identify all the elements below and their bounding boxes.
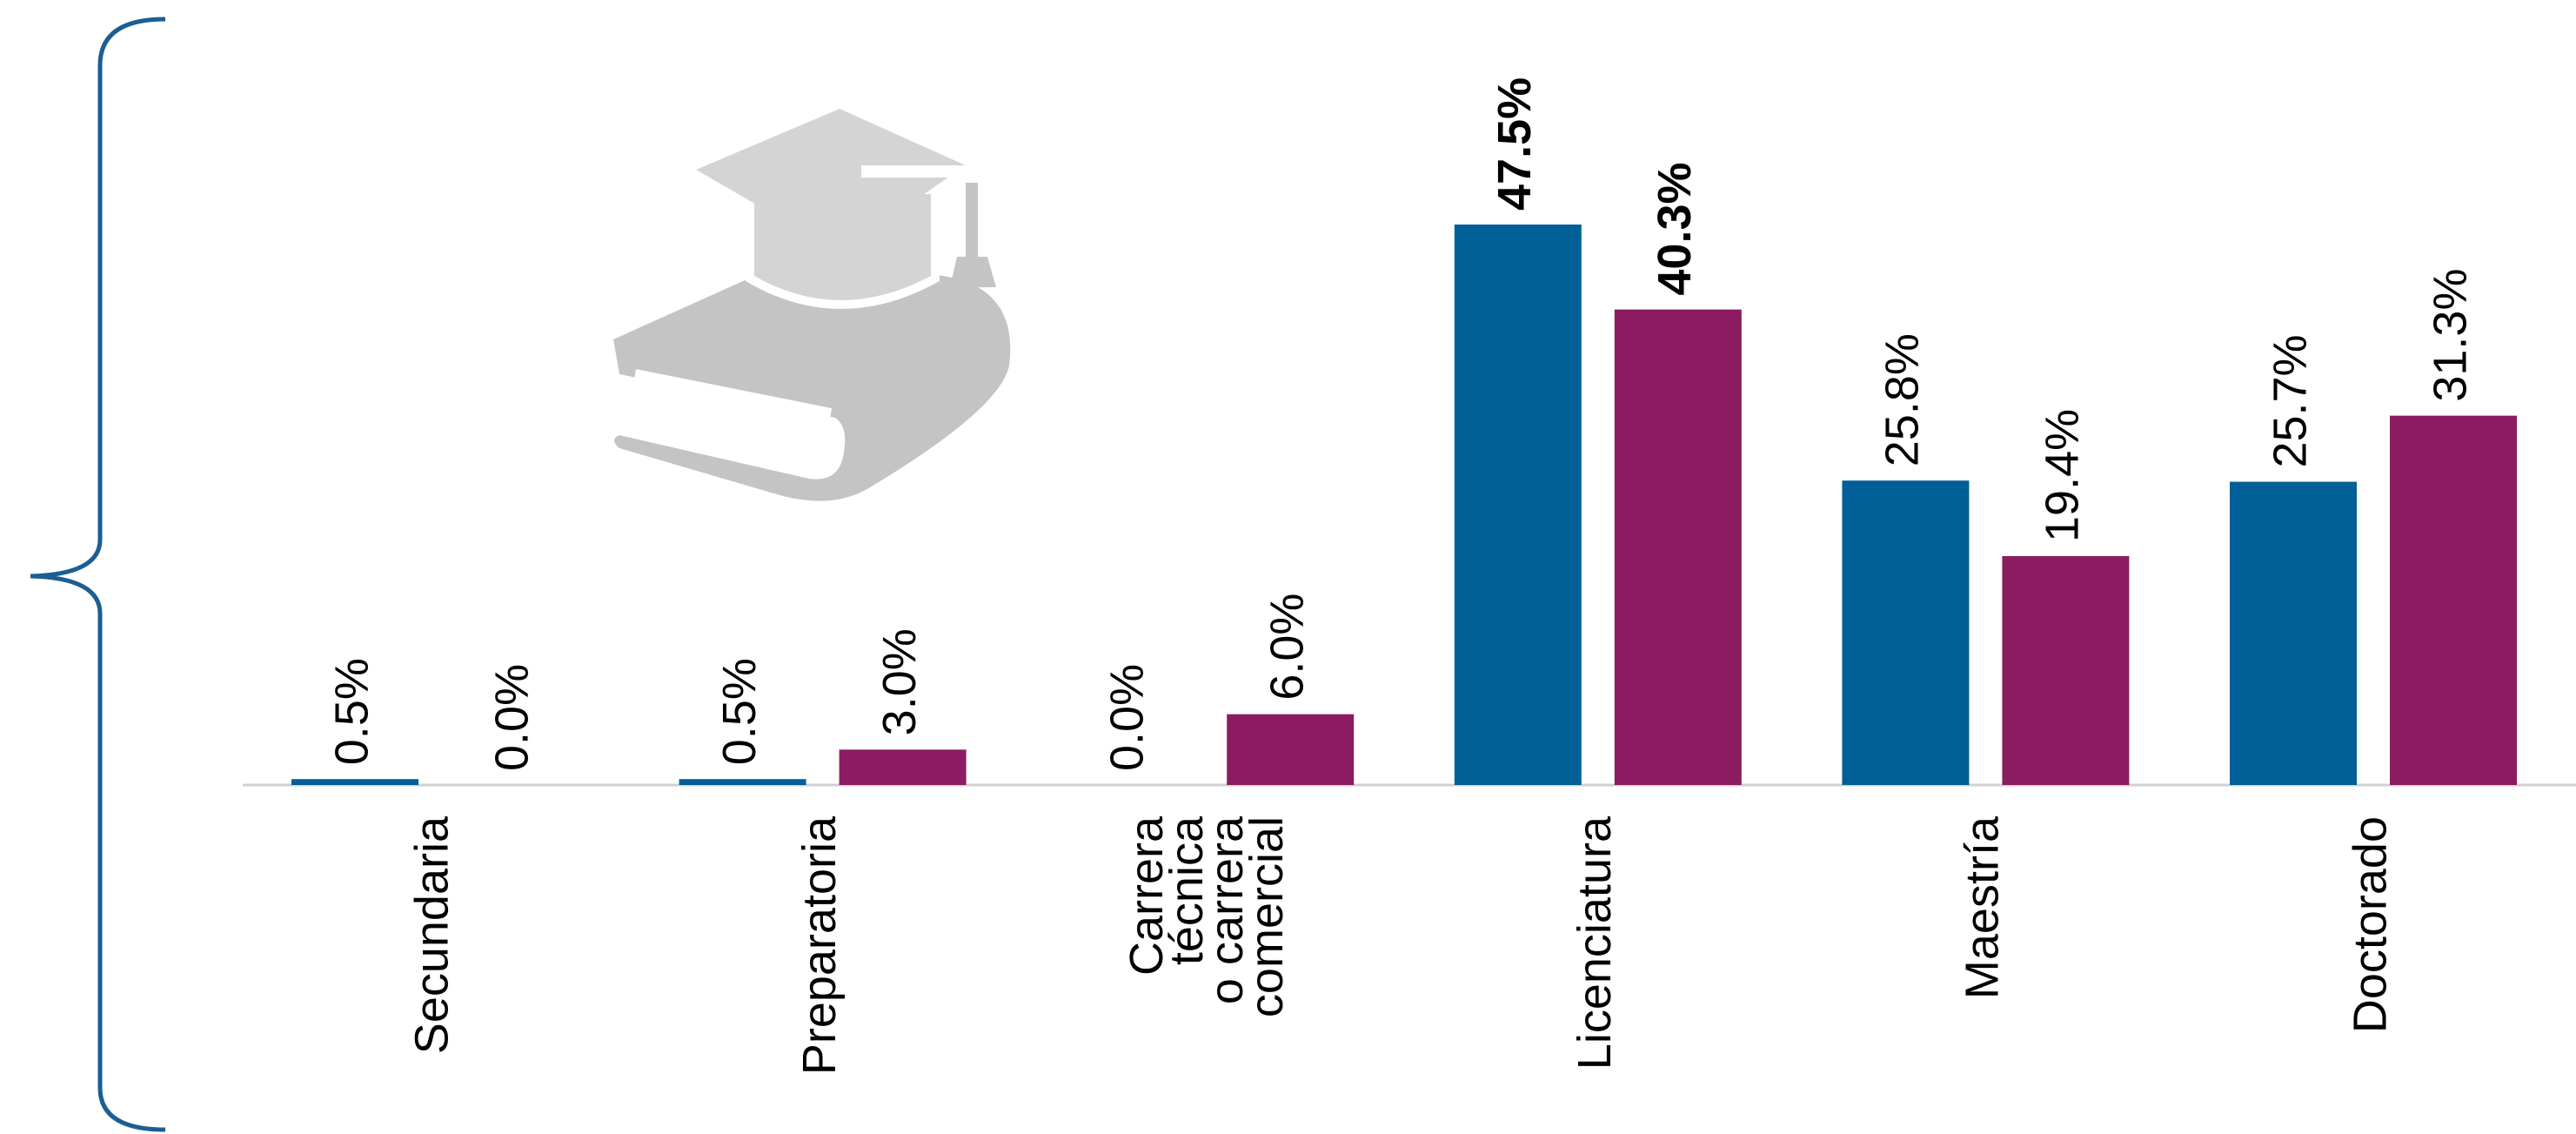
x-tick-label: Preparatoria xyxy=(793,815,846,1075)
bar xyxy=(679,779,806,785)
value-label: 25.8% xyxy=(1877,333,1929,466)
value-label: 0.0% xyxy=(485,664,538,771)
bar xyxy=(1227,714,1355,785)
bar xyxy=(1842,480,1970,785)
x-tick-label: Maestría xyxy=(1957,815,2009,999)
bar xyxy=(2002,555,2130,785)
value-label: 47.5% xyxy=(1489,77,1541,211)
brace xyxy=(30,17,166,1132)
x-tick-label: Carreratécnicao carreracomercial xyxy=(1121,815,1293,1017)
x-tick-label: Secundaria xyxy=(405,815,458,1054)
value-label: 19.4% xyxy=(2037,409,2089,542)
x-tick-label: Doctorado xyxy=(2344,816,2396,1033)
value-label: 0.0% xyxy=(1101,664,1153,771)
bar xyxy=(2390,415,2517,785)
bar xyxy=(1454,225,1582,785)
bar xyxy=(291,779,418,785)
bar xyxy=(2230,481,2357,785)
graduation-icon xyxy=(613,109,1011,501)
value-label: 31.3% xyxy=(2424,269,2476,402)
bar xyxy=(839,749,967,785)
bar xyxy=(1614,309,1742,786)
value-label: 0.5% xyxy=(325,658,378,765)
value-label: 40.3% xyxy=(1649,162,1701,295)
value-label: 6.0% xyxy=(1261,594,1313,701)
value-label: 25.7% xyxy=(2264,334,2316,467)
value-label: 0.5% xyxy=(713,658,766,765)
x-tick-label: Licenciatura xyxy=(1569,815,1621,1070)
value-label: 3.0% xyxy=(873,628,926,735)
